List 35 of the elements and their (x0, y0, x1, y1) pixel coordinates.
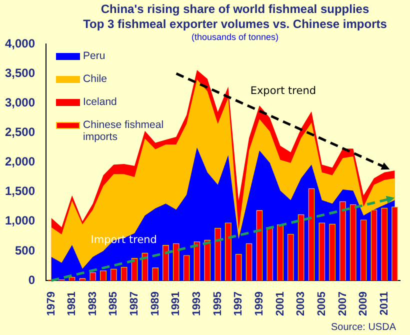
x-tick-label: 1981 (66, 292, 78, 316)
legend-label: Iceland (83, 96, 117, 108)
y-tick-label: 1,000 (5, 214, 36, 228)
x-tick-label: 1997 (232, 292, 245, 316)
x-tick-label: 2001 (274, 292, 286, 316)
x-tick-label: 2011 (378, 292, 390, 316)
x-tick-label: 1983 (86, 292, 99, 316)
y-tick-label: 4,000 (5, 36, 36, 50)
legend-label: Chinese fishmeal imports (83, 119, 165, 143)
source-note: Source: USDA (330, 322, 396, 333)
legend-label: Chile (83, 73, 107, 85)
x-tick-label: 2009 (358, 292, 370, 316)
chart-subtitle: Top 3 fishmeal exporter volumes vs. Chinese imports (82, 17, 388, 32)
chart-title: China's rising share of world fishmeal supplies (100, 2, 370, 17)
annotation: Export trend (250, 85, 316, 98)
text: (thousands of tonnes) (190, 32, 280, 43)
x-tick-label: 1987 (128, 292, 141, 316)
y-tick-label: 500 (15, 243, 36, 258)
x-tick-label: 1979 (45, 292, 58, 316)
y-tick-label: 1,500 (5, 184, 36, 198)
x-tick-label: 2003 (295, 292, 308, 316)
x-tick-label: 2005 (316, 292, 328, 316)
x-tick-label: 1995 (212, 292, 224, 316)
y-tick-label: 2,000 (5, 154, 36, 169)
y-tick-label: 2,500 (5, 125, 36, 140)
y-tick-label: 3,000 (5, 95, 36, 110)
y-tick-label: 3,500 (5, 66, 36, 80)
y-tick-label: 0 (28, 272, 36, 287)
x-tick-label: 1999 (253, 292, 266, 316)
legend-label: Peru (83, 50, 106, 62)
x-tick-label: 1989 (149, 292, 162, 316)
x-tick-label: 1985 (108, 292, 120, 316)
x-tick-label: 1991 (170, 292, 182, 316)
x-tick-label: 2007 (336, 292, 349, 316)
x-tick-label: 1993 (191, 292, 204, 316)
